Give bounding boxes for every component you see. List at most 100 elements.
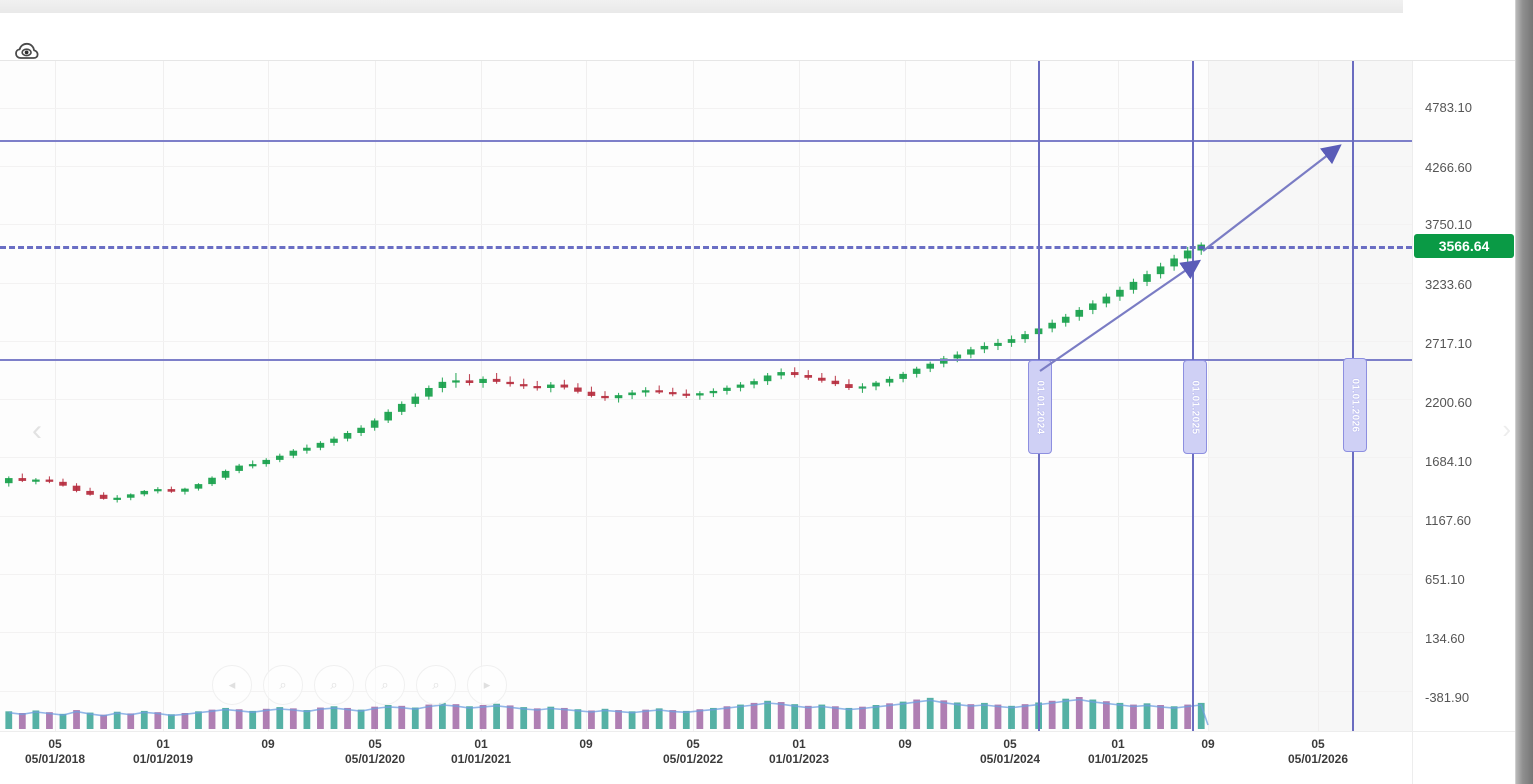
time-label-month: 09: [898, 737, 912, 751]
time-label-month: 01: [792, 737, 806, 751]
price-tick: 4266.60: [1425, 160, 1472, 175]
date-marker-label-1: 01.01.2024: [1034, 379, 1046, 435]
time-label-date: 01/01/2025: [1087, 752, 1149, 766]
gridline-v: [693, 61, 694, 731]
time-label-month: 05: [368, 737, 382, 751]
chart-toolbar: [0, 13, 1533, 61]
time-label-date: 05/01/2018: [24, 752, 86, 766]
time-label: 01 01/01/2019: [133, 737, 193, 767]
time-label-month: 09: [261, 737, 275, 751]
gridline-h: [0, 574, 1412, 575]
chart-plot-area[interactable]: 01.01.2024 01.01.2025 01.01.2026 ‹ › ◂ ⌕…: [0, 61, 1412, 731]
time-label-month: 09: [1201, 737, 1215, 751]
time-label: 05 05/01/2022: [663, 737, 723, 767]
window-top-strip: [0, 0, 1533, 13]
gridline-h: [0, 457, 1412, 458]
time-label-date: 01/01/2023: [768, 752, 830, 766]
scrollbar-track-edge: [1515, 0, 1516, 784]
time-axis[interactable]: 05 05/01/2018 01 01/01/2019 09 05 05/01/…: [0, 731, 1412, 784]
time-label-date: 01/01/2021: [450, 752, 512, 766]
time-label: 01 01/01/2021: [451, 737, 511, 767]
time-label-month: 01: [474, 737, 488, 751]
gridline-v: [1010, 61, 1011, 731]
gridline-v: [1208, 61, 1209, 731]
gridline-h: [0, 691, 1412, 692]
gridline-v: [586, 61, 587, 731]
time-label-month: 05: [1003, 737, 1017, 751]
time-label: 05 05/01/2018: [25, 737, 85, 767]
scroll-left-chevron[interactable]: ‹: [32, 414, 42, 447]
current-price-badge[interactable]: 3566.64: [1414, 234, 1514, 258]
time-label: 01 01/01/2023: [769, 737, 829, 767]
time-label-date: 01/01/2019: [132, 752, 194, 766]
time-label: 01 01/01/2025: [1088, 737, 1148, 767]
date-marker-label-3: 01.01.2026: [1349, 377, 1361, 433]
gridline-v: [905, 61, 906, 731]
gridline-v: [1118, 61, 1119, 731]
chart-control-next[interactable]: ▸: [467, 665, 507, 705]
window-top-strip-right: [1403, 0, 1533, 13]
gridline-h: [0, 341, 1412, 342]
time-label-month: 05: [686, 737, 700, 751]
price-tick: 3233.60: [1425, 277, 1472, 292]
price-tick: 134.60: [1425, 631, 1465, 646]
time-label-month: 05: [48, 737, 62, 751]
time-label-date: 05/01/2022: [662, 752, 724, 766]
gridline-v: [55, 61, 56, 731]
chart-control-zoom-out[interactable]: ⌕: [314, 665, 354, 705]
time-label: 05 05/01/2026: [1288, 737, 1348, 767]
gridline-h: [0, 166, 1412, 167]
price-axis[interactable]: 4783.10 4266.60 3750.10 3233.60 2717.10 …: [1412, 61, 1517, 731]
time-label-month: 09: [579, 737, 593, 751]
candlestick-series: [4, 242, 1209, 729]
time-label: 09: [1201, 737, 1214, 752]
price-tick: 1167.60: [1425, 513, 1472, 528]
current-price-line[interactable]: [0, 246, 1412, 249]
gridline-h: [0, 108, 1412, 109]
gridline-h: [0, 632, 1412, 633]
date-marker-pill-1[interactable]: 01.01.2024: [1028, 360, 1052, 454]
gridline-h: [0, 283, 1412, 284]
date-marker-label-2: 01.01.2025: [1189, 379, 1201, 435]
time-label-month: 01: [156, 737, 170, 751]
resistance-line-upper[interactable]: [0, 140, 1412, 142]
time-label-month: 05: [1311, 737, 1325, 751]
price-tick: -381.90: [1425, 690, 1470, 705]
time-label: 09: [261, 737, 274, 752]
date-marker-pill-3[interactable]: 01.01.2026: [1343, 358, 1367, 452]
price-tick: 2200.60: [1425, 395, 1472, 410]
chart-control-reset[interactable]: ⌕: [416, 665, 456, 705]
time-label: 09: [898, 737, 911, 752]
gridline-v: [375, 61, 376, 731]
price-tick: 2717.10: [1425, 336, 1472, 351]
time-label: 05 05/01/2024: [980, 737, 1040, 767]
gridline-v: [268, 61, 269, 731]
gridline-h: [0, 224, 1412, 225]
price-axis-next-chevron[interactable]: ›: [1502, 414, 1511, 444]
eye-cloud-icon[interactable]: [12, 39, 42, 65]
time-label: 05 05/01/2020: [345, 737, 405, 767]
price-tick: 1684.10: [1425, 454, 1472, 469]
gridline-h: [0, 399, 1412, 400]
time-label-date: 05/01/2026: [1287, 752, 1349, 766]
time-label-date: 05/01/2024: [979, 752, 1041, 766]
price-tick: 4783.10: [1425, 100, 1472, 115]
time-label-date: 05/01/2020: [344, 752, 406, 766]
price-tick: 3750.10: [1425, 217, 1472, 232]
chart-control-zoom-in[interactable]: ⌕: [263, 665, 303, 705]
time-label: 09: [579, 737, 592, 752]
gridline-v: [163, 61, 164, 731]
gridline-v: [1318, 61, 1319, 731]
gridline-v: [799, 61, 800, 731]
time-label-month: 01: [1111, 737, 1125, 751]
support-line-lower[interactable]: [0, 359, 1412, 361]
window-scrollbar[interactable]: [1516, 0, 1533, 784]
gridline-h: [0, 516, 1412, 517]
date-marker-pill-2[interactable]: 01.01.2025: [1183, 360, 1207, 454]
gridline-v: [481, 61, 482, 731]
time-axis-corner: [1412, 731, 1517, 784]
chart-control-prev[interactable]: ◂: [212, 665, 252, 705]
price-tick: 651.10: [1425, 572, 1465, 587]
chart-control-zoom-fit[interactable]: ⌕: [365, 665, 405, 705]
